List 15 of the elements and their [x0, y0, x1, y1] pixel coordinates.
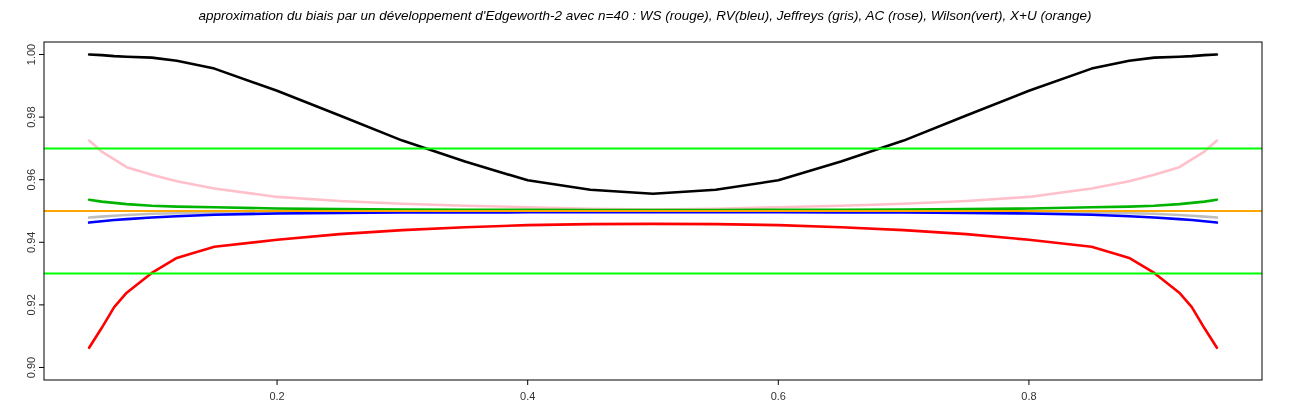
line-series — [87, 222, 1219, 350]
line-series — [87, 139, 1219, 211]
line-series — [87, 210, 1219, 224]
chart-title: approximation du biais par un développement d'Edgeworth-2 avec n=40 : WS (rouge), RV(bleu), Jeffreys (gris), AC (rose), Wilson(vert), X+U (orange) — [198, 8, 1092, 23]
y-tick-label: 0.96 — [25, 168, 37, 191]
y-tick-label: 0.90 — [25, 356, 37, 379]
x-tick-label: 0.2 — [269, 390, 285, 402]
x-tick-label: 0.8 — [1021, 390, 1037, 402]
x-tick-label: 0.4 — [520, 390, 536, 402]
x-tick-label: 0.6 — [770, 390, 786, 402]
y-tick-label: 0.94 — [25, 231, 37, 254]
line-series — [87, 53, 1219, 196]
y-tick-label: 0.92 — [25, 294, 37, 316]
y-tick-label: 1.00 — [25, 43, 37, 66]
y-tick-label: 0.98 — [25, 106, 37, 128]
